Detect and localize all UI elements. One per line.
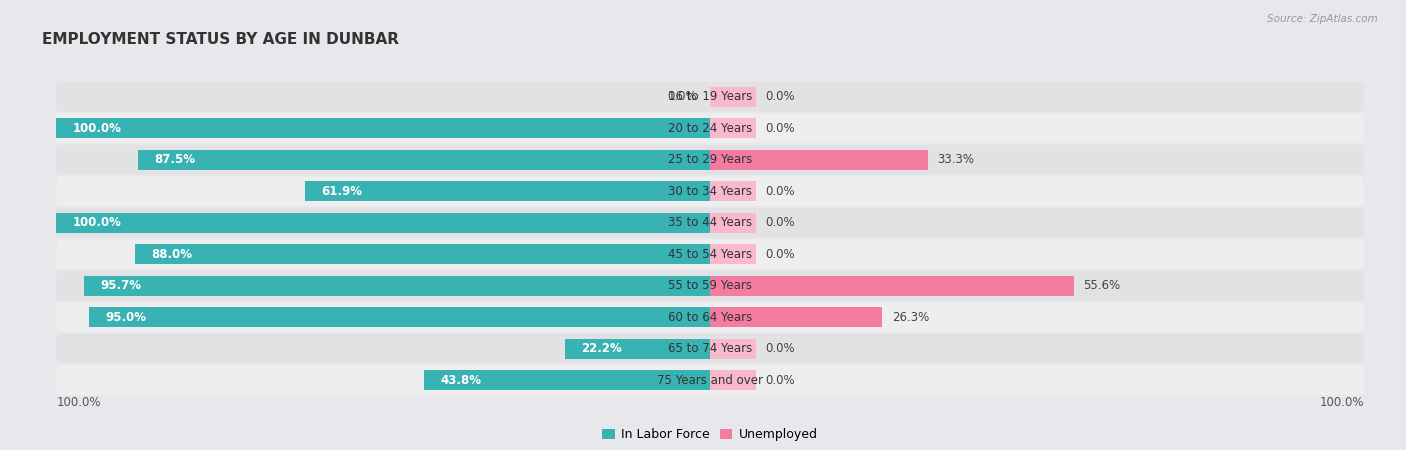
Text: 100.0%: 100.0% bbox=[1319, 396, 1364, 409]
Bar bbox=[710, 150, 928, 170]
Text: 0.0%: 0.0% bbox=[766, 185, 796, 198]
Text: 55 to 59 Years: 55 to 59 Years bbox=[668, 279, 752, 292]
FancyBboxPatch shape bbox=[56, 208, 1364, 238]
FancyBboxPatch shape bbox=[56, 176, 1364, 206]
Text: 100.0%: 100.0% bbox=[73, 122, 121, 135]
Bar bbox=[710, 181, 756, 201]
Legend: In Labor Force, Unemployed: In Labor Force, Unemployed bbox=[598, 423, 823, 446]
FancyBboxPatch shape bbox=[56, 302, 1364, 332]
Text: 25 to 29 Years: 25 to 29 Years bbox=[668, 153, 752, 166]
Bar bbox=[56, 118, 710, 138]
Text: 61.9%: 61.9% bbox=[322, 185, 363, 198]
Text: 20 to 24 Years: 20 to 24 Years bbox=[668, 122, 752, 135]
Text: 88.0%: 88.0% bbox=[150, 248, 193, 261]
Bar bbox=[710, 370, 756, 390]
Text: 0.0%: 0.0% bbox=[766, 122, 796, 135]
Bar bbox=[89, 307, 710, 327]
Text: EMPLOYMENT STATUS BY AGE IN DUNBAR: EMPLOYMENT STATUS BY AGE IN DUNBAR bbox=[42, 32, 399, 46]
FancyBboxPatch shape bbox=[56, 113, 1364, 143]
Text: 26.3%: 26.3% bbox=[891, 311, 929, 324]
Text: 43.8%: 43.8% bbox=[440, 374, 481, 387]
Bar bbox=[135, 244, 710, 264]
Bar bbox=[710, 339, 756, 359]
FancyBboxPatch shape bbox=[56, 239, 1364, 269]
Bar bbox=[710, 276, 1074, 296]
FancyBboxPatch shape bbox=[56, 334, 1364, 364]
Bar bbox=[710, 213, 756, 233]
Text: 35 to 44 Years: 35 to 44 Years bbox=[668, 216, 752, 229]
Text: 0.0%: 0.0% bbox=[766, 248, 796, 261]
Text: 0.0%: 0.0% bbox=[766, 216, 796, 229]
Text: Source: ZipAtlas.com: Source: ZipAtlas.com bbox=[1267, 14, 1378, 23]
Bar bbox=[305, 181, 710, 201]
Bar bbox=[710, 87, 756, 107]
FancyBboxPatch shape bbox=[56, 145, 1364, 175]
Text: 100.0%: 100.0% bbox=[56, 396, 101, 409]
Bar bbox=[56, 213, 710, 233]
Bar bbox=[423, 370, 710, 390]
Text: 87.5%: 87.5% bbox=[155, 153, 195, 166]
Text: 45 to 54 Years: 45 to 54 Years bbox=[668, 248, 752, 261]
Text: 65 to 74 Years: 65 to 74 Years bbox=[668, 342, 752, 355]
Text: 100.0%: 100.0% bbox=[73, 216, 121, 229]
Text: 95.0%: 95.0% bbox=[105, 311, 146, 324]
Text: 0.0%: 0.0% bbox=[668, 90, 697, 103]
Text: 55.6%: 55.6% bbox=[1084, 279, 1121, 292]
Text: 16 to 19 Years: 16 to 19 Years bbox=[668, 90, 752, 103]
Text: 0.0%: 0.0% bbox=[766, 374, 796, 387]
Text: 22.2%: 22.2% bbox=[581, 342, 621, 355]
Text: 30 to 34 Years: 30 to 34 Years bbox=[668, 185, 752, 198]
Text: 33.3%: 33.3% bbox=[938, 153, 974, 166]
Bar bbox=[710, 118, 756, 138]
FancyBboxPatch shape bbox=[56, 365, 1364, 395]
Bar bbox=[84, 276, 710, 296]
Text: 0.0%: 0.0% bbox=[766, 90, 796, 103]
FancyBboxPatch shape bbox=[56, 82, 1364, 112]
Bar bbox=[710, 244, 756, 264]
Bar bbox=[710, 307, 882, 327]
Text: 0.0%: 0.0% bbox=[766, 342, 796, 355]
Text: 60 to 64 Years: 60 to 64 Years bbox=[668, 311, 752, 324]
Bar bbox=[565, 339, 710, 359]
FancyBboxPatch shape bbox=[56, 271, 1364, 301]
Text: 75 Years and over: 75 Years and over bbox=[657, 374, 763, 387]
Text: 95.7%: 95.7% bbox=[101, 279, 142, 292]
Bar bbox=[138, 150, 710, 170]
